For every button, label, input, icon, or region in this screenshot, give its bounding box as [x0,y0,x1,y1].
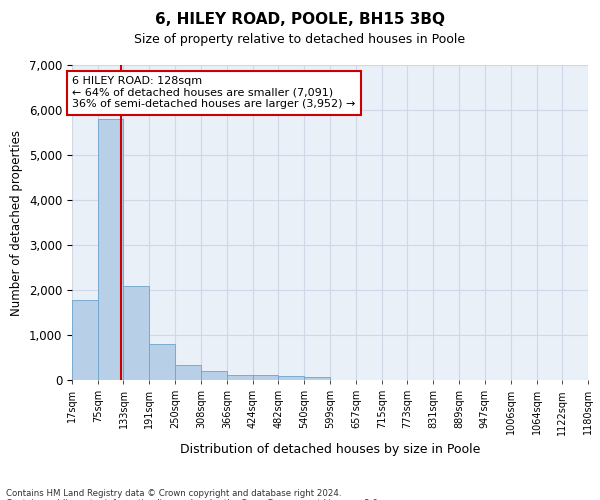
Y-axis label: Number of detached properties: Number of detached properties [10,130,23,316]
Bar [253,376,278,380]
Bar [175,364,201,380]
Bar [124,286,149,380]
Bar [227,375,253,380]
Bar [72,300,98,380]
Text: Contains public sector information licensed under the Open Government Licence v3: Contains public sector information licen… [6,498,380,500]
Text: 6, HILEY ROAD, POOLE, BH15 3BQ: 6, HILEY ROAD, POOLE, BH15 3BQ [155,12,445,28]
Text: Contains HM Land Registry data © Crown copyright and database right 2024.: Contains HM Land Registry data © Crown c… [6,488,341,498]
Bar [149,344,175,380]
Bar [201,371,227,380]
Bar [98,118,124,380]
Text: 6 HILEY ROAD: 128sqm
← 64% of detached houses are smaller (7,091)
36% of semi-de: 6 HILEY ROAD: 128sqm ← 64% of detached h… [73,76,356,110]
Text: Size of property relative to detached houses in Poole: Size of property relative to detached ho… [134,32,466,46]
Bar [278,376,304,380]
Bar [304,377,330,380]
X-axis label: Distribution of detached houses by size in Poole: Distribution of detached houses by size … [180,443,480,456]
